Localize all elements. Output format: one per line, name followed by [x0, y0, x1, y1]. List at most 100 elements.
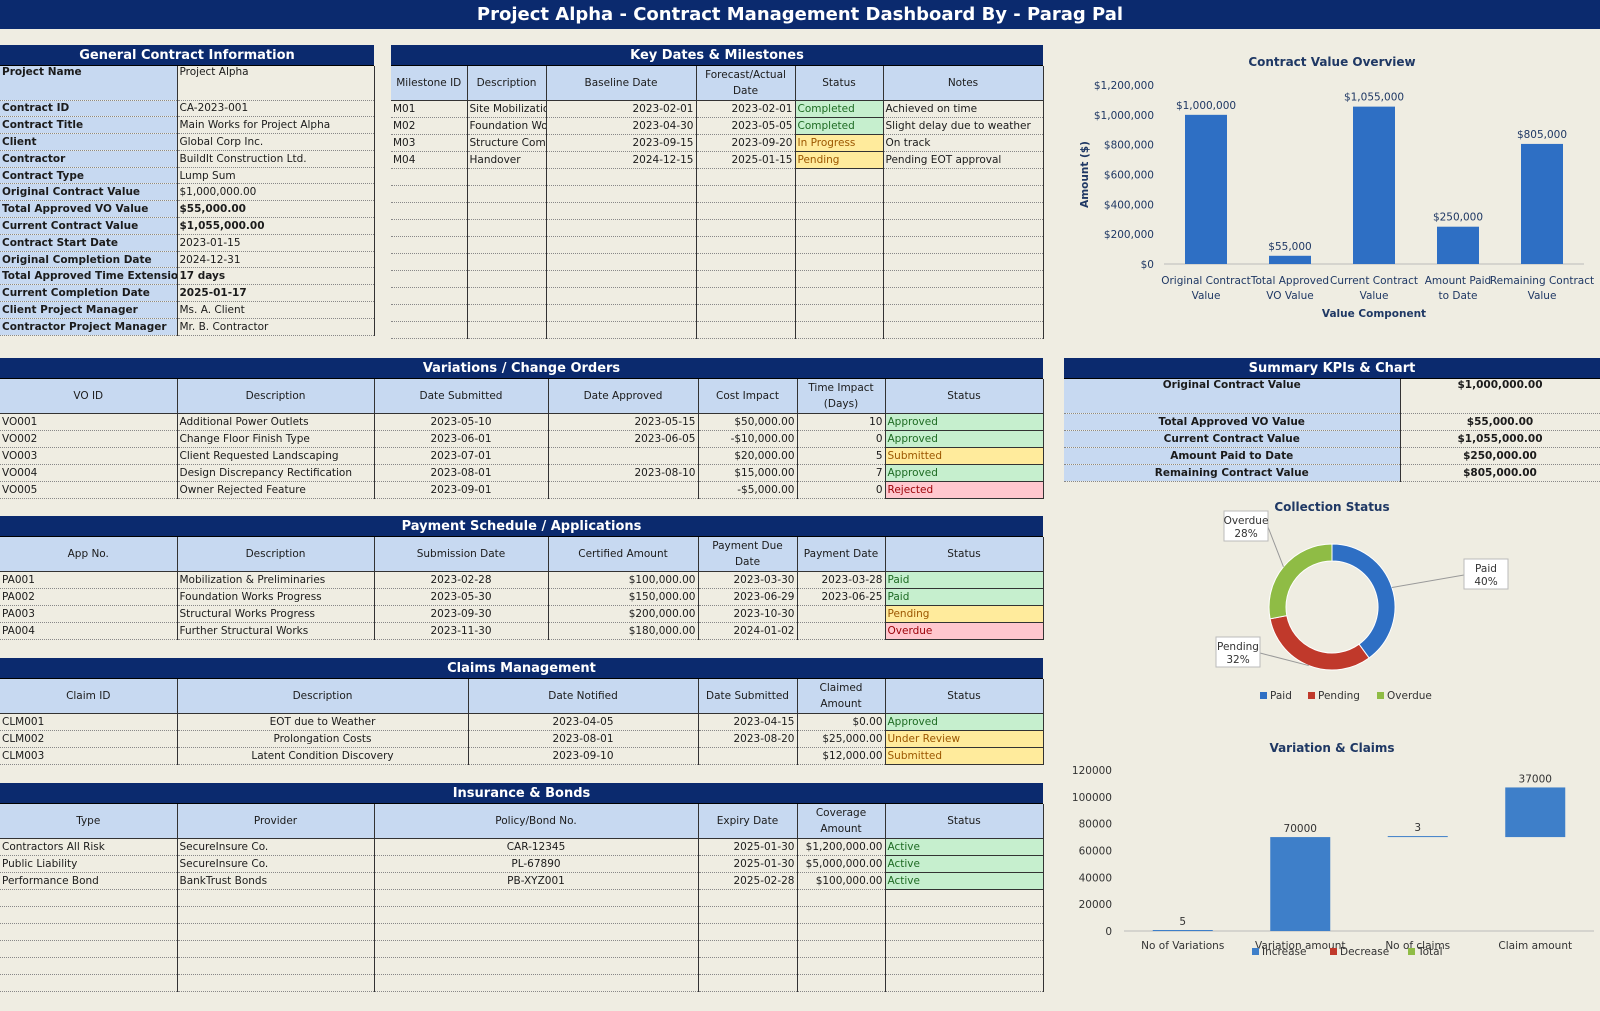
general-info-value: Mr. B. Contractor	[177, 318, 375, 336]
payment-cell: PA002	[0, 588, 178, 606]
insurance-cell: SecureInsure Co.	[177, 855, 375, 873]
kpi-label: Remaining Contract Value	[1064, 464, 1401, 482]
kpi-row: Amount Paid to Date $250,000.00	[1064, 447, 1600, 465]
legend-swatch	[1330, 948, 1337, 955]
variation-cell: 2023-05-15	[548, 413, 699, 431]
general-info-label: Original Contract Value	[0, 183, 178, 202]
insurance-blank-cell	[0, 957, 178, 975]
variation-cell: Design Discrepancy Rectification	[177, 464, 375, 482]
milestone-blank-cell	[696, 185, 796, 203]
milestones-header-1: Description	[467, 66, 547, 101]
payments-header-4: Payment Due Date	[698, 537, 798, 572]
chart-title: Variation & Claims	[1269, 741, 1394, 755]
milestone-blank-cell	[795, 185, 884, 203]
milestone-blank-cell	[883, 287, 1044, 305]
kpi-value: $1,000,000.00	[1400, 379, 1600, 414]
insurance-cell: $1,200,000.00	[797, 838, 886, 856]
insurance-blank-cell	[698, 974, 798, 992]
insurance-blank-row	[0, 906, 1044, 924]
milestone-cell: 2023-09-15	[546, 134, 697, 152]
milestone-blank-cell	[546, 270, 697, 288]
insurance-blank-cell	[698, 889, 798, 907]
contract-value-chart: Contract Value Overview $0 $200,000 $400,00…	[1079, 55, 1594, 320]
insurance-header-5: Status	[885, 804, 1044, 839]
general-info-value: Main Works for Project Alpha	[177, 116, 375, 135]
milestone-blank-row	[391, 270, 1044, 288]
collection-status-chart: Collection StatusPaid40%Pending32%Overdu…	[1215, 500, 1509, 702]
kpi-label: Current Contract Value	[1064, 430, 1401, 448]
variation-cell: Rejected	[884, 480, 1044, 499]
milestone-blank-cell	[391, 253, 468, 271]
claims-header-4: Claimed Amount	[797, 679, 886, 714]
variations-title: Variations / Change Orders	[0, 358, 1043, 379]
legend-label: Paid	[1270, 690, 1292, 702]
donut-slice	[1268, 543, 1333, 620]
milestone-blank-cell	[467, 270, 547, 288]
payment-cell: 2024-01-02	[698, 622, 798, 640]
milestone-blank-cell	[795, 321, 884, 339]
variation-cell: 0	[797, 430, 886, 448]
general-info-label: Contractor	[0, 150, 178, 168]
insurance-cell: CAR-12345	[374, 838, 699, 856]
data-label: $1,055,000	[1344, 92, 1404, 104]
kpi-label: Original Contract Value	[1064, 379, 1401, 414]
insurance-cell: Performance Bond	[0, 872, 178, 890]
general-info-value: BuildIt Construction Ltd.	[177, 150, 375, 168]
general-info-row: Total Approved Time Extension 17 days	[0, 267, 375, 286]
milestone-blank-cell	[795, 168, 884, 186]
insurance-blank-row	[0, 940, 1044, 958]
claim-cell: $0.00	[797, 713, 886, 731]
variation-cell: Submitted	[884, 446, 1044, 465]
payment-row: PA002 Foundation Works Progress 2023-05-30…	[0, 587, 1044, 606]
milestone-blank-cell	[795, 219, 884, 237]
insurance-row: Public Liability SecureInsure Co. PL-67890…	[0, 854, 1044, 873]
insurance-blank-cell	[0, 889, 178, 907]
milestone-cell: Completed	[794, 99, 884, 118]
milestone-blank-cell	[883, 185, 1044, 203]
general-info-row: Client Global Corp Inc.	[0, 133, 375, 151]
variation-cell: Approved	[884, 429, 1044, 448]
general-info-value: $1,000,000.00	[177, 183, 375, 202]
insurance-cell: BankTrust Bonds	[177, 872, 375, 890]
insurance-blank-row	[0, 974, 1044, 992]
kpi-value: $250,000.00	[1400, 447, 1600, 465]
claims-header-2: Date Notified	[468, 679, 699, 714]
variation-cell	[548, 481, 699, 499]
variation-claims-chart: Variation & Claims 0 20000 40000 60000 80000 1…	[1072, 741, 1594, 958]
payment-cell: PA001	[0, 571, 178, 589]
variation-cell: VO002	[0, 430, 178, 448]
milestone-blank-cell	[696, 287, 796, 305]
x-tick-label: Value	[1360, 290, 1389, 302]
payments-header-3: Certified Amount	[548, 537, 699, 572]
insurance-cell: PB-XYZ001	[374, 872, 699, 890]
variation-cell: -$5,000.00	[698, 481, 798, 499]
variations-table: VO ID Description Date Submitted Date Appro…	[0, 379, 1044, 499]
y-tick-label: 120000	[1072, 765, 1112, 777]
legend-label: Pending	[1318, 690, 1360, 702]
payments-section: Payment Schedule / Applications App No. D…	[0, 516, 1044, 640]
general-info-label: Contract ID	[0, 100, 178, 118]
insurance-blank-cell	[885, 940, 1044, 958]
payment-cell: $100,000.00	[548, 571, 699, 589]
leader-line	[1259, 652, 1309, 667]
y-tick-label: $1,000,000	[1094, 110, 1154, 122]
insurance-blank-cell	[374, 889, 699, 907]
claim-cell: 2023-08-20	[698, 730, 798, 748]
payment-cell: Overdue	[884, 621, 1044, 640]
legend-swatch	[1408, 948, 1415, 955]
variation-cell: 7	[797, 464, 886, 482]
chart-title: Contract Value Overview	[1248, 55, 1415, 69]
milestone-cell: Pending EOT approval	[883, 151, 1044, 169]
general-info-row: Current Completion Date 2025-01-17	[0, 284, 375, 303]
payments-header-0: App No.	[0, 537, 178, 572]
insurance-blank-cell	[698, 923, 798, 941]
payment-cell: 2023-09-30	[374, 605, 549, 623]
data-label: 5	[1179, 916, 1186, 928]
general-info-row: Contractor BuildIt Construction Ltd.	[0, 150, 375, 168]
kpi-section: Summary KPIs & Chart Original Contract V…	[1064, 358, 1600, 482]
general-info-label: Client Project Manager	[0, 301, 178, 319]
data-label-name: Pending	[1217, 641, 1259, 653]
insurance-cell: Active	[884, 854, 1044, 873]
general-info-row: Original Completion Date 2024-12-31	[0, 251, 375, 269]
